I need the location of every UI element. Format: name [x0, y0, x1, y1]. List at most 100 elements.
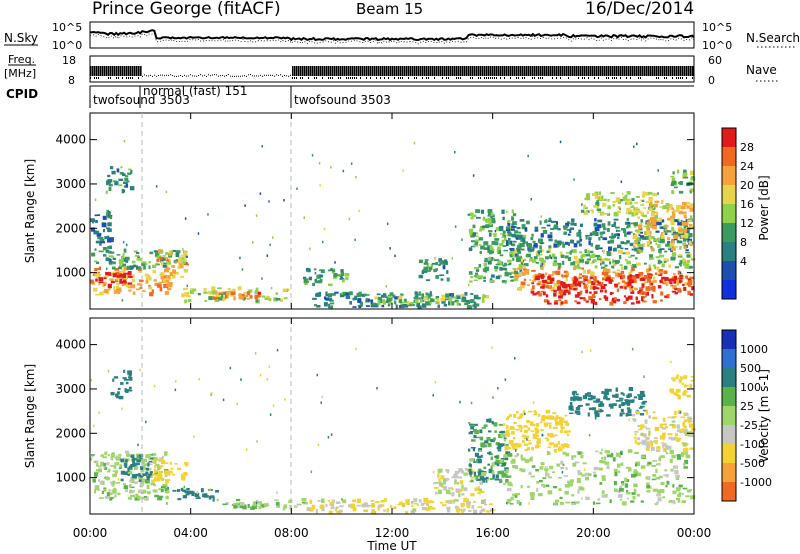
freq-dot: [174, 75, 175, 77]
freq-bar: [640, 66, 642, 76]
heatmap-cell: [638, 395, 643, 400]
heatmap-cell: [537, 280, 542, 285]
heatmap-cell: [96, 232, 102, 237]
heatmap-cell: [170, 467, 174, 470]
heatmap-cell: [635, 461, 641, 466]
heatmap-cell: [656, 266, 660, 271]
heatmap-cell: [571, 455, 577, 458]
heatmap-cell: [647, 433, 651, 437]
heatmap-cell: [155, 185, 158, 188]
heatmap-cell: [660, 481, 665, 485]
heatmap-cell: [545, 219, 548, 223]
freq-bar: [412, 66, 414, 76]
freq-dot: [278, 74, 279, 76]
heatmap-cell: [230, 291, 236, 296]
heatmap-cell: [566, 272, 570, 276]
heatmap-cell: [673, 230, 676, 233]
heatmap-cell: [506, 501, 508, 505]
heatmap-cell: [127, 473, 130, 476]
heatmap-cell: [349, 301, 352, 305]
freq-bar: [620, 66, 622, 76]
heatmap-cell: [107, 179, 113, 183]
heatmap-cell: [183, 268, 189, 273]
heatmap-cell: [215, 293, 220, 298]
heatmap-cell: [108, 489, 112, 491]
freq-bar: [106, 66, 108, 76]
heatmap-cell: [663, 258, 666, 261]
heatmap-cell: [627, 211, 632, 215]
freq-dot: [220, 75, 221, 77]
freq-bar: [390, 66, 392, 76]
heatmap-cell: [104, 288, 109, 293]
heatmap-cell: [579, 404, 583, 407]
heatmap-cell: [106, 462, 110, 466]
heatmap-cell: [630, 285, 634, 289]
heatmap-cell: [140, 466, 144, 470]
heatmap-cell: [435, 268, 438, 271]
heatmap-cell: [634, 472, 638, 477]
heatmap-cell: [158, 488, 162, 491]
nave-dot: [686, 77, 687, 79]
nave-dot: [416, 77, 417, 79]
freq-bar: [532, 66, 534, 76]
heatmap-cell: [154, 282, 160, 286]
heatmap-cell: [98, 468, 103, 473]
heatmap-cell: [499, 459, 504, 463]
heatmap-cell: [470, 424, 475, 428]
heatmap-cell: [139, 368, 141, 372]
heatmap-cell: [164, 269, 169, 273]
heatmap-cell: [303, 276, 307, 280]
heatmap-cell: [496, 248, 499, 253]
heatmap-cell: [486, 510, 491, 513]
heatmap-cell: [688, 432, 692, 435]
freq-bar: [330, 66, 332, 76]
heatmap-cell: [587, 279, 591, 284]
heatmap-cell: [649, 236, 652, 241]
freq-bar: [368, 66, 370, 76]
heatmap-cell: [474, 429, 479, 434]
heatmap-cell: [541, 262, 544, 266]
heatmap-cell: [477, 491, 481, 495]
heatmap-cell: [124, 389, 129, 392]
heatmap-cell: [161, 455, 164, 460]
heatmap-cell: [124, 489, 128, 493]
freq-bar: [362, 66, 364, 76]
nave-dot: [484, 77, 485, 79]
heatmap-cell: [650, 241, 652, 244]
heatmap-cell: [304, 278, 309, 281]
heatmap-cell: [585, 300, 589, 303]
heatmap-cell: [550, 289, 555, 292]
heatmap-cell: [615, 452, 621, 457]
heatmap-cell: [548, 248, 551, 253]
heatmap-cell: [662, 496, 666, 499]
freq-bar: [474, 66, 476, 76]
heatmap-cell: [233, 503, 238, 506]
heatmap-cell: [598, 408, 600, 411]
heatmap-cell: [502, 264, 505, 267]
heatmap-cell: [568, 291, 571, 295]
heatmap-cell: [484, 270, 488, 273]
heatmap-cell: [546, 294, 549, 298]
heatmap-cell: [552, 412, 557, 415]
heatmap-cell: [338, 509, 343, 513]
heatmap-cell: [541, 415, 546, 419]
heatmap-cell: [682, 257, 685, 262]
heatmap-cell: [374, 303, 379, 308]
heatmap-cell: [640, 500, 644, 503]
heatmap-cell: [554, 300, 559, 303]
heatmap-cell: [268, 200, 270, 203]
heatmap-cell: [276, 491, 278, 494]
heatmap-cell: [601, 391, 604, 394]
heatmap-cell: [567, 233, 571, 236]
heatmap-cell: [596, 283, 601, 286]
heatmap-cell: [671, 233, 676, 236]
heatmap-cell: [164, 262, 168, 265]
heatmap-cell: [593, 255, 595, 258]
heatmap-cell: [619, 255, 622, 260]
heatmap-cell: [140, 282, 143, 286]
freq-bar: [406, 66, 408, 76]
heatmap-cell: [508, 232, 512, 237]
heatmap-cell: [170, 250, 173, 255]
heatmap-cell: [377, 504, 382, 508]
heatmap-cell: [304, 281, 308, 285]
